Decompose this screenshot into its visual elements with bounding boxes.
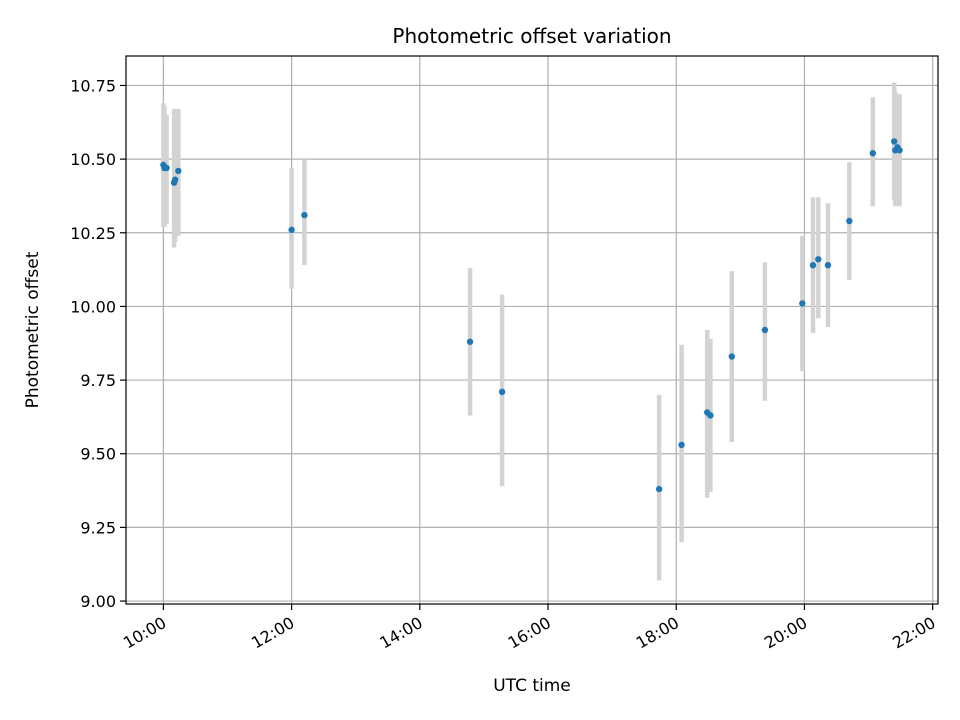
data-points xyxy=(160,138,903,493)
data-point xyxy=(728,353,735,360)
data-point xyxy=(466,338,474,345)
data-point xyxy=(815,256,822,263)
data-point xyxy=(678,441,685,449)
data-point xyxy=(799,300,806,307)
data-point xyxy=(301,211,308,219)
y-tick-label: 9.75 xyxy=(80,371,116,390)
data-point xyxy=(890,138,898,145)
data-point xyxy=(896,147,903,154)
data-point xyxy=(846,217,853,225)
y-tick-label: 10.00 xyxy=(70,297,116,316)
y-tick-label: 10.75 xyxy=(70,76,116,95)
data-point xyxy=(655,485,663,493)
y-tick-label: 9.00 xyxy=(80,592,116,611)
y-tick-label: 9.25 xyxy=(80,518,116,537)
data-point xyxy=(869,150,877,157)
data-point xyxy=(824,261,832,269)
data-point xyxy=(171,176,179,183)
data-point xyxy=(809,261,817,269)
x-axis-title: UTC time xyxy=(493,676,571,696)
data-point xyxy=(761,326,769,334)
data-point xyxy=(163,164,170,172)
data-point xyxy=(498,388,506,396)
y-axis-title: Photometric offset xyxy=(23,251,43,408)
y-tick-label: 10.50 xyxy=(70,150,116,169)
chart-title: Photometric offset variation xyxy=(392,24,671,48)
plot-frame xyxy=(125,55,939,605)
data-point xyxy=(175,167,182,175)
data-point xyxy=(707,412,714,419)
y-tick-label: 10.25 xyxy=(70,224,116,243)
data-point xyxy=(288,226,295,234)
y-tick-label: 9.50 xyxy=(80,445,116,464)
y-axis-ticks: 9.00 9.25 9.50 9.75 10.00 10.25 10.50 10.75 xyxy=(70,76,126,611)
